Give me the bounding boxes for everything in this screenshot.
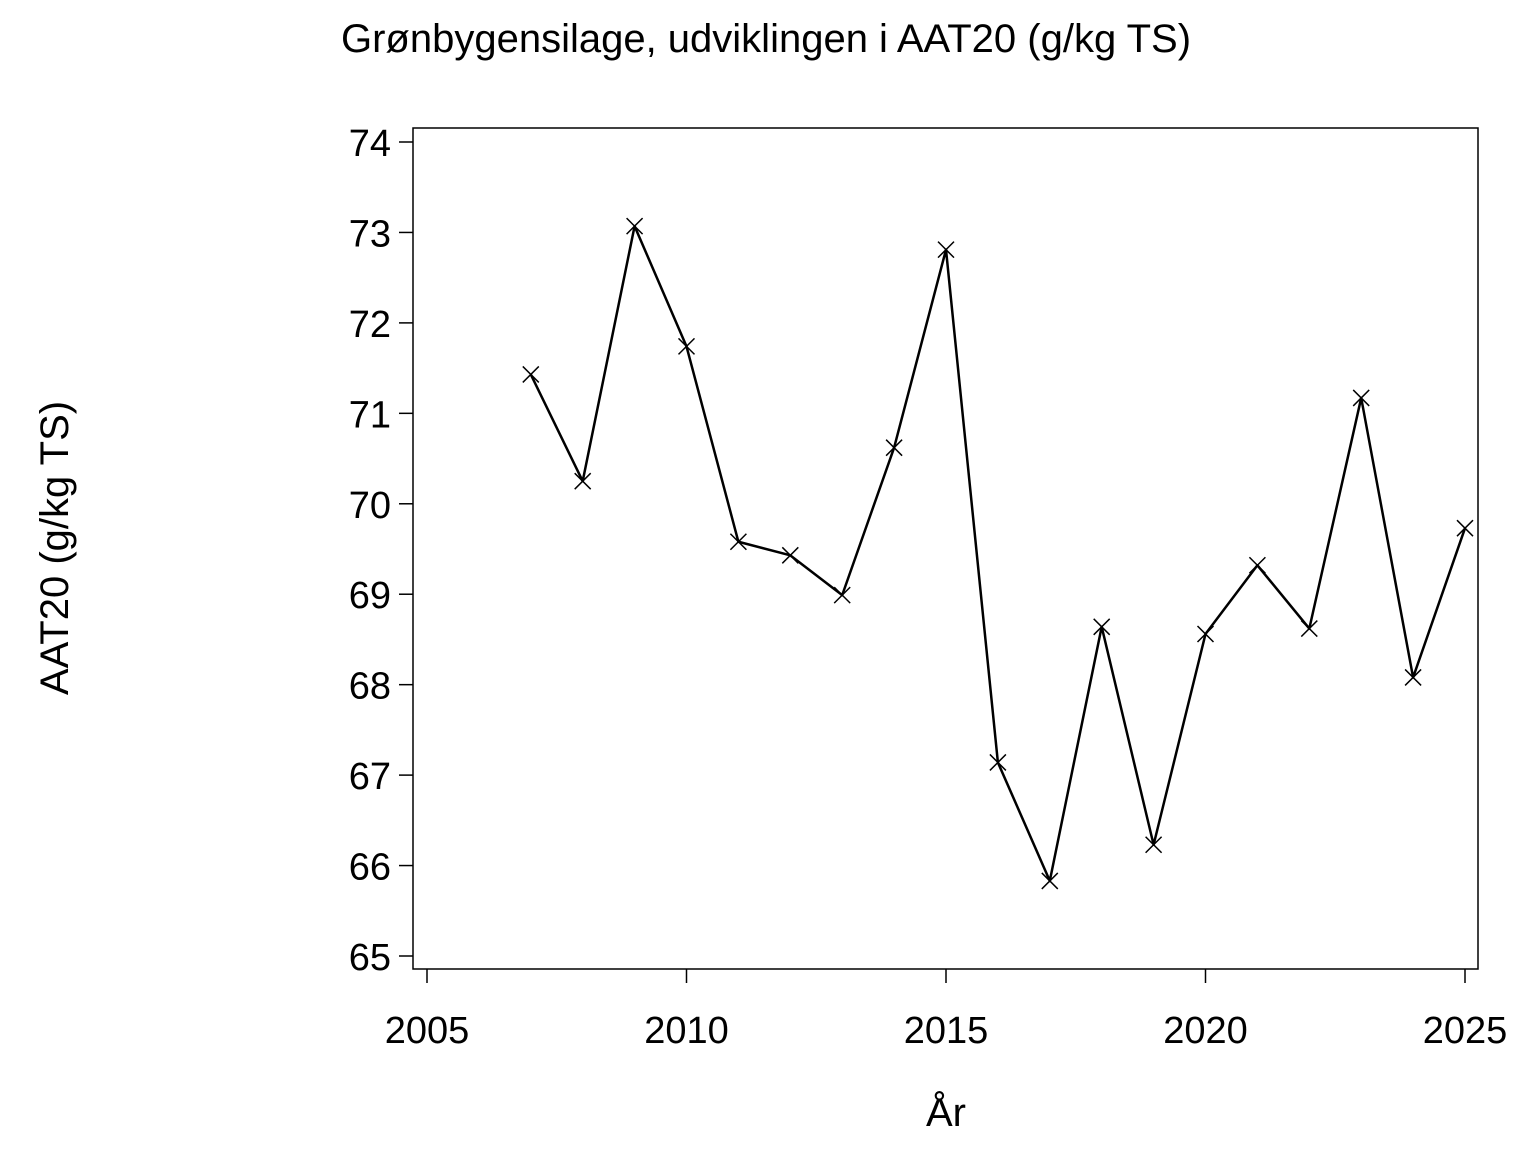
data-line: [529, 224, 1467, 883]
data-marker: [1145, 836, 1163, 854]
data-marker: [781, 546, 799, 564]
data-marker: [1041, 872, 1059, 890]
y-tick-label: 73: [349, 213, 391, 255]
data-marker: [1248, 556, 1266, 574]
x-tick-label: 2005: [385, 1010, 470, 1052]
data-marker: [1300, 620, 1318, 638]
data-marker: [574, 472, 592, 490]
y-tick-label: 69: [349, 575, 391, 617]
y-tick-label: 68: [349, 666, 391, 708]
data-marker: [833, 586, 851, 604]
data-marker: [1352, 389, 1370, 407]
x-tick-label: 2020: [1163, 1010, 1248, 1052]
y-tick-label: 67: [349, 756, 391, 798]
y-tick-label: 72: [349, 304, 391, 346]
y-tick-label: 71: [349, 394, 391, 436]
y-tick-label: 66: [349, 847, 391, 889]
y-tick-label: 74: [349, 123, 391, 165]
y-tick-label: 65: [349, 937, 391, 979]
y-tick-label: 70: [349, 485, 391, 527]
chart-title: Grønbygensilage, udviklingen i AAT20 (g/…: [341, 17, 1191, 61]
x-axis-label: År: [926, 1090, 966, 1135]
x-tick-label: 2010: [644, 1010, 729, 1052]
data-marker: [522, 365, 540, 383]
data-marker: [729, 533, 747, 551]
data-marker: [885, 439, 903, 457]
data-marker: [1456, 519, 1474, 537]
x-tick-label: 2025: [1423, 1010, 1508, 1052]
data-marker: [1093, 618, 1111, 636]
data-marker: [1404, 668, 1422, 686]
data-marker: [677, 337, 696, 355]
data-marker: [626, 217, 644, 235]
data-marker: [937, 241, 955, 259]
y-axis-label: AAT20 (g/kg TS): [33, 401, 77, 695]
data-marker: [1196, 625, 1215, 643]
x-tick-label: 2015: [904, 1010, 989, 1052]
data-marker: [989, 753, 1007, 771]
